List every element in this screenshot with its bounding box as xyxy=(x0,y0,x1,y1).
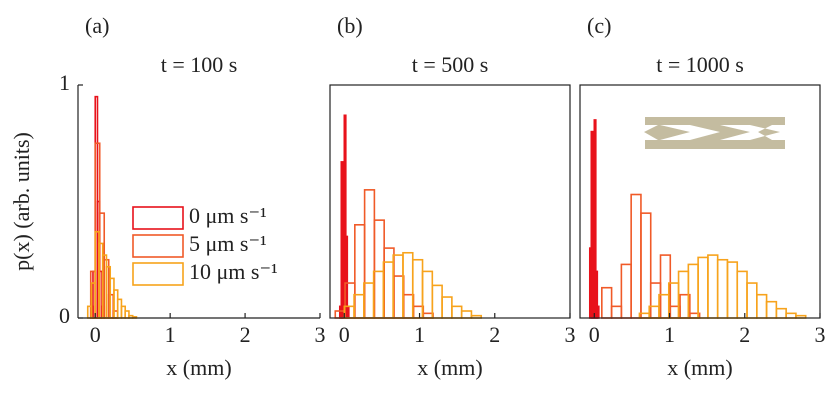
x-tick-label: 1 xyxy=(414,322,425,347)
y-tick-label: 1 xyxy=(59,70,70,95)
legend-swatch xyxy=(132,206,184,230)
histogram-bar xyxy=(716,258,729,319)
histogram-bar xyxy=(756,293,768,319)
histogram-bar xyxy=(620,263,632,319)
x-tick-label: 0 xyxy=(339,322,350,347)
histogram-bar xyxy=(451,305,463,319)
ratchet-shape xyxy=(644,117,785,149)
histogram-bar xyxy=(610,305,623,319)
histogram-bar xyxy=(707,254,719,319)
x-tick-label: 0 xyxy=(90,322,101,347)
legend-label: 5 μm s⁻¹ xyxy=(189,231,267,256)
panel-label: (b) xyxy=(337,13,363,38)
legend-swatch xyxy=(132,262,184,286)
histogram-bar xyxy=(460,310,473,319)
panel-title: t = 1000 s xyxy=(656,52,744,77)
histogram-bar xyxy=(775,307,787,319)
histogram-bar xyxy=(736,270,748,319)
x-tick-label: 2 xyxy=(489,322,500,347)
x-tick-label: 2 xyxy=(739,322,750,347)
histogram-bar xyxy=(596,305,600,319)
histogram-bar xyxy=(346,305,350,319)
y-axis-label: p(x) (arb. units) xyxy=(9,132,34,271)
x-tick-label: 3 xyxy=(815,322,826,347)
x-axis-label: x (mm) xyxy=(667,355,732,380)
y-tick-label: 0 xyxy=(59,303,70,328)
histogram-bar xyxy=(785,312,797,319)
histogram-bar xyxy=(640,212,652,319)
legend-label: 0 μm s⁻¹ xyxy=(189,203,267,228)
panel-label: (a) xyxy=(85,13,109,38)
x-axis-label: x (mm) xyxy=(166,355,231,380)
ratchet-icon xyxy=(644,117,785,149)
x-tick-label: 1 xyxy=(165,322,176,347)
histogram-bar xyxy=(746,282,758,319)
panel-title: t = 500 s xyxy=(412,52,489,77)
histogram-bar xyxy=(765,300,778,319)
legend-swatch xyxy=(132,234,184,258)
panel-label: (c) xyxy=(587,13,611,38)
histogram-bar xyxy=(630,193,642,319)
panel: (b) t = 500 s x (mm) 0 1 2 3 xyxy=(329,13,576,380)
x-tick-label: 1 xyxy=(664,322,675,347)
x-tick-label: 3 xyxy=(315,322,326,347)
panel: (a) t = 100 s x (mm) p(x) (arb. units) 0 1 2 3 0… xyxy=(9,13,325,380)
histogram-bar xyxy=(601,286,613,319)
panel-title: t = 100 s xyxy=(161,52,238,77)
histogram-bar xyxy=(726,261,739,319)
x-axis-label: x (mm) xyxy=(417,355,482,380)
histogram-bar xyxy=(697,256,709,319)
legend-label: 10 μm s⁻¹ xyxy=(189,259,278,284)
x-tick-label: 0 xyxy=(589,322,600,347)
histogram-bar xyxy=(441,296,453,319)
panel: (c) t = 1000 s x (mm) 0 1 2 3 xyxy=(579,13,826,380)
axes-box xyxy=(579,84,821,319)
axes-box xyxy=(329,84,571,319)
x-tick-label: 2 xyxy=(240,322,251,347)
x-tick-label: 3 xyxy=(565,322,576,347)
